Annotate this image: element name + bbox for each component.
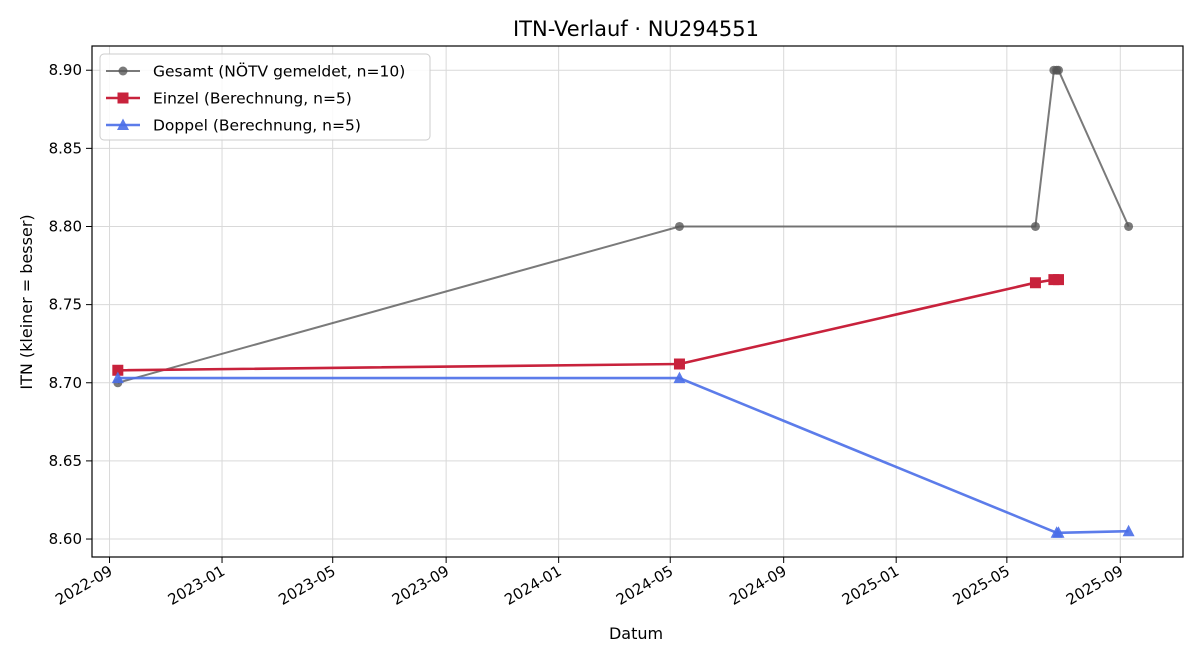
legend-entry: Doppel (Berechnung, n=5): [106, 117, 361, 135]
legend-marker: [118, 66, 128, 76]
x-tick-label: 2024-01: [501, 562, 564, 609]
series-einzel-point: [1052, 274, 1064, 286]
series-einzel-line: [117, 278, 1059, 372]
x-tick-label: 2024-09: [726, 562, 789, 609]
x-tick-label: 2024-05: [613, 562, 676, 609]
legend-marker: [117, 92, 129, 104]
legend-label: Gesamt (NÖTV gemeldet, n=10): [153, 62, 405, 81]
series-gesamt-point: [674, 221, 684, 231]
y-tick-label: 8.90: [49, 61, 82, 79]
y-axis: 8.60 8.65 8.70 8.75 8.80 8.85 8.90: [49, 61, 92, 548]
series-doppel-point: [1122, 524, 1135, 537]
x-tick-label: 2025-01: [839, 562, 902, 609]
y-tick-label: 8.85: [49, 139, 82, 157]
legend-marker: [117, 118, 129, 130]
series-doppel-point: [111, 371, 124, 384]
y-tick-label: 8.75: [49, 296, 82, 314]
series-einzel: [112, 274, 1064, 376]
series-gesamt-point: [1030, 221, 1040, 231]
series-einzel-point: [112, 364, 124, 376]
series-doppel: [111, 371, 1135, 538]
x-tick-label: 2025-05: [950, 562, 1013, 609]
x-axis-label: Datum: [609, 624, 663, 643]
y-tick-label: 8.60: [49, 530, 82, 548]
grid: [92, 46, 1183, 557]
y-tick-label: 8.70: [49, 374, 82, 392]
y-tick-label: 8.80: [49, 217, 82, 235]
series-gesamt-point: [1124, 221, 1134, 231]
legend-entry: Gesamt (NÖTV gemeldet, n=10): [106, 62, 405, 81]
series-doppel-point: [1052, 526, 1065, 538]
x-tick-label: 2023-09: [389, 562, 452, 609]
series-doppel-line: [117, 376, 1129, 535]
legend-label: Einzel (Berechnung, n=5): [153, 90, 352, 108]
chart-title: ITN-Verlauf · NU294551: [513, 17, 759, 41]
x-axis: 2022-09 2023-01 2023-05 2023-09 2024-01 2024-…: [52, 557, 1126, 609]
legend: Gesamt (NÖTV gemeldet, n=10) Einzel (Bere…: [99, 53, 431, 141]
x-tick-label: 2023-05: [275, 562, 338, 609]
plot-frame: [91, 45, 1184, 558]
x-tick-label: 2022-09: [52, 562, 115, 609]
series-einzel-point: [673, 358, 685, 370]
legend-label: Doppel (Berechnung, n=5): [153, 117, 361, 135]
y-tick-label: 8.65: [49, 452, 82, 470]
y-axis-label: ITN (kleiner = besser): [17, 214, 36, 389]
series-einzel-point: [1029, 277, 1041, 289]
series-layer: [111, 65, 1135, 538]
x-tick-label: 2025-09: [1063, 562, 1126, 609]
x-tick-label: 2023-01: [165, 562, 228, 609]
series-gesamt-point: [1053, 65, 1063, 75]
legend-entry: Einzel (Berechnung, n=5): [106, 90, 352, 108]
series-doppel-point: [673, 371, 686, 384]
legend-box: [99, 53, 431, 141]
